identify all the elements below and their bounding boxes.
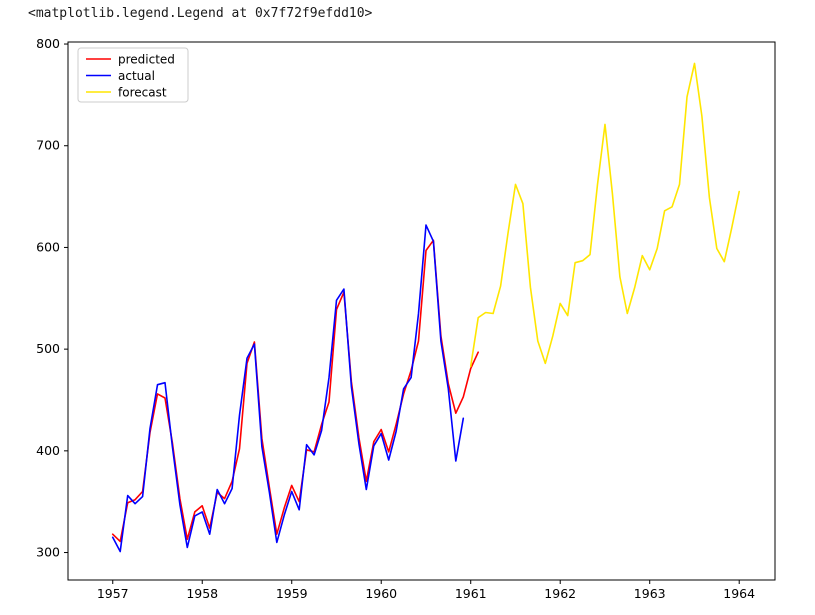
y-tick-label: 800 [36, 36, 60, 51]
x-tick-label: 1964 [723, 586, 755, 601]
x-tick-label: 1957 [97, 586, 129, 601]
x-tick-label: 1963 [634, 586, 666, 601]
series-line-forecast [469, 62, 741, 368]
legend-box [77, 47, 189, 103]
x-tick-label: 1960 [365, 586, 397, 601]
legend-label-predicted: predicted [118, 53, 175, 67]
x-tick-label: 1961 [455, 586, 487, 601]
y-tick-label: 600 [36, 239, 60, 254]
series-line-actual [111, 224, 465, 553]
x-tick-label: 1958 [186, 586, 218, 601]
y-tick-label: 400 [36, 443, 60, 458]
x-tick-label: 1959 [276, 586, 308, 601]
legend-repr-text: <matplotlib.legend.Legend at 0x7f72f9efd… [28, 6, 373, 21]
legend-label-actual: actual [118, 69, 155, 83]
y-tick-label: 500 [36, 341, 60, 356]
legend-label-forecast: forecast [118, 86, 167, 100]
x-tick-label: 1962 [544, 586, 576, 601]
y-tick-label: 300 [36, 545, 60, 560]
y-tick-label: 700 [36, 138, 60, 153]
